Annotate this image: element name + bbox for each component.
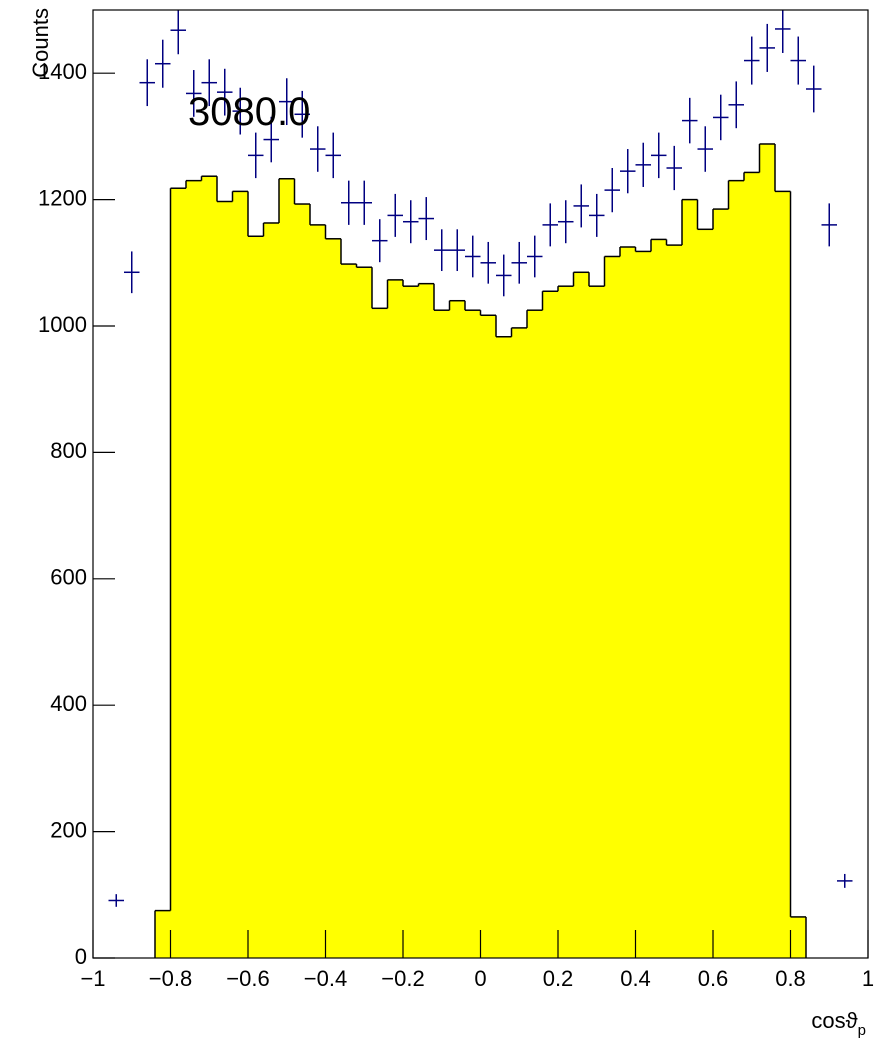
x-tick-label: 1 [862,966,874,991]
x-axis-label-main: cosϑ [811,1008,857,1033]
bar [170,188,186,958]
bar [341,264,357,959]
bar [403,286,419,959]
bar [263,222,279,958]
bar [666,245,682,958]
bar [620,247,636,958]
bar [449,300,465,959]
y-tick-label: 200 [50,817,87,842]
bar [387,279,403,958]
bar [651,239,667,958]
bar [201,176,217,958]
y-tick-label: 1000 [38,312,87,337]
bar [232,191,248,958]
bar [279,178,295,958]
x-tick-label: −0.6 [226,966,269,991]
y-tick-label: 0 [75,944,87,969]
x-tick-label: −1 [80,966,105,991]
bar [728,180,744,958]
bar [589,286,605,959]
bar [496,336,512,958]
x-tick-label: −0.4 [304,966,347,991]
bar [542,291,558,958]
x-tick-label: 0.6 [698,966,729,991]
annotation: 3080.0 [188,90,310,134]
x-tick-label: 0.8 [775,966,806,991]
y-tick-label: 1400 [38,59,87,84]
x-tick-label: −0.2 [381,966,424,991]
bar [310,224,326,958]
y-tick-label: 400 [50,691,87,716]
bar [186,180,202,958]
y-tick-label: 1200 [38,185,87,210]
x-tick-label: 0.2 [543,966,574,991]
bar [682,199,698,959]
y-axis-label: Counts [28,8,53,78]
bar [604,256,620,959]
bar [511,327,527,958]
x-tick-label: 0 [474,966,486,991]
bar [372,308,388,959]
bar [325,238,341,958]
bar [558,286,574,959]
y-tick-label: 800 [50,438,87,463]
bar [480,315,496,959]
y-tick-label: 600 [50,565,87,590]
bar [356,267,372,958]
bar [434,310,450,958]
bar [697,229,713,958]
x-axis-label-sub: p [858,1022,866,1039]
bar [465,310,481,958]
bar [217,201,233,959]
bar [759,143,775,958]
bar [294,204,310,959]
x-tick-label: −0.8 [149,966,192,991]
bar [744,172,760,958]
bar [155,910,171,958]
bar [527,310,543,958]
bar [573,272,589,958]
bar [418,283,434,958]
x-tick-label: 0.4 [620,966,651,991]
bar [775,191,791,958]
bar [248,236,264,959]
bar [635,251,651,958]
bar [713,209,729,958]
bar [790,916,806,958]
x-axis-label: cosϑp [811,1008,866,1039]
